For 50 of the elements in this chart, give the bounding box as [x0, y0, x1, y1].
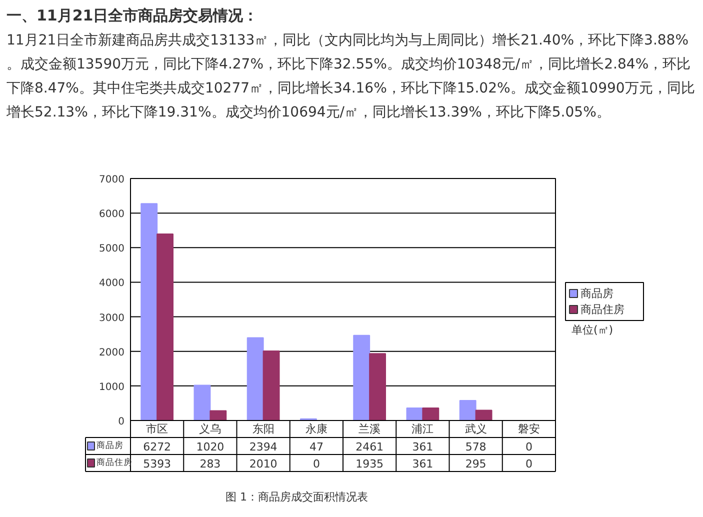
data-label: 5393: [143, 458, 172, 470]
data-label: 283: [200, 458, 221, 470]
bar: [459, 400, 476, 421]
y-tick-label: 6000: [99, 209, 125, 220]
y-tick-label: 5000: [99, 244, 125, 255]
bar: [262, 350, 280, 421]
legend-label: 商品住房: [580, 303, 624, 316]
bar: [353, 334, 370, 421]
x-tick-label: 义乌: [199, 422, 222, 436]
bar: [246, 337, 264, 421]
x-tick-label: 市区: [146, 422, 168, 436]
data-label: 2394: [249, 440, 278, 454]
data-label: 0: [525, 440, 532, 454]
data-label: 1020: [196, 440, 224, 454]
y-tick-label: 4000: [99, 278, 125, 290]
chart-title: 一、11月21日全市商品房交易情况：: [6, 6, 258, 24]
data-label: 578: [465, 440, 486, 454]
x-tick-label: 东阳: [252, 422, 274, 436]
bar: [140, 203, 158, 421]
x-tick-label: 武义: [464, 422, 487, 436]
y-tick-label: 2000: [99, 347, 125, 358]
data-label: 1935: [356, 458, 384, 470]
bar: [210, 410, 227, 421]
x-tick-label: 磐安: [518, 422, 540, 436]
y-tick-label: 0: [118, 416, 125, 428]
data-label: 2010: [249, 458, 278, 470]
y-tick-label: 7000: [99, 174, 125, 186]
data-label: 295: [465, 458, 486, 470]
data-label: 6272: [143, 440, 172, 454]
bar: [475, 410, 492, 421]
data-label: 2461: [356, 440, 384, 454]
x-tick-label: 永康: [305, 422, 328, 436]
y-tick-label: 3000: [99, 312, 125, 324]
data-label: 47: [309, 440, 324, 454]
text: 商品房: [580, 287, 614, 300]
data-label: 361: [412, 440, 434, 454]
legend-label: 商品房: [96, 440, 124, 451]
x-tick-label: 浦江: [412, 422, 434, 436]
text: 单位(㎡): [572, 324, 614, 336]
chart-subtitle: 11月21日全市新建商品房共成交13133㎡，同比（文内同比均为与上周同比）增长21.40%，环比下降3.88%。成交金额13590万元，同比下降4.27%，环比下降32.55%。成交均价10348元/㎡，同比增长2.84%，环比下降8.47%。其中住宅类共成交10277㎡，同比增长34.16%，环比下降15.02%。成交金额10990万元，同比增长52.13%，环比下降19.31%。成交均价10694元/㎡，同比增长13.39%，环比下降5.05%。: [6, 32, 695, 120]
caption: 图 1：商品房成交面积情况表: [226, 490, 368, 504]
x-tick-label: 兰溪: [358, 422, 381, 436]
bar: [422, 408, 440, 421]
bar: [194, 384, 211, 421]
data-label: 0: [525, 458, 532, 470]
data-label: 361: [412, 458, 434, 470]
bar: [369, 353, 386, 421]
data-label: 0: [312, 458, 320, 470]
y-tick-label: 1000: [99, 382, 125, 393]
bar: [156, 234, 174, 421]
